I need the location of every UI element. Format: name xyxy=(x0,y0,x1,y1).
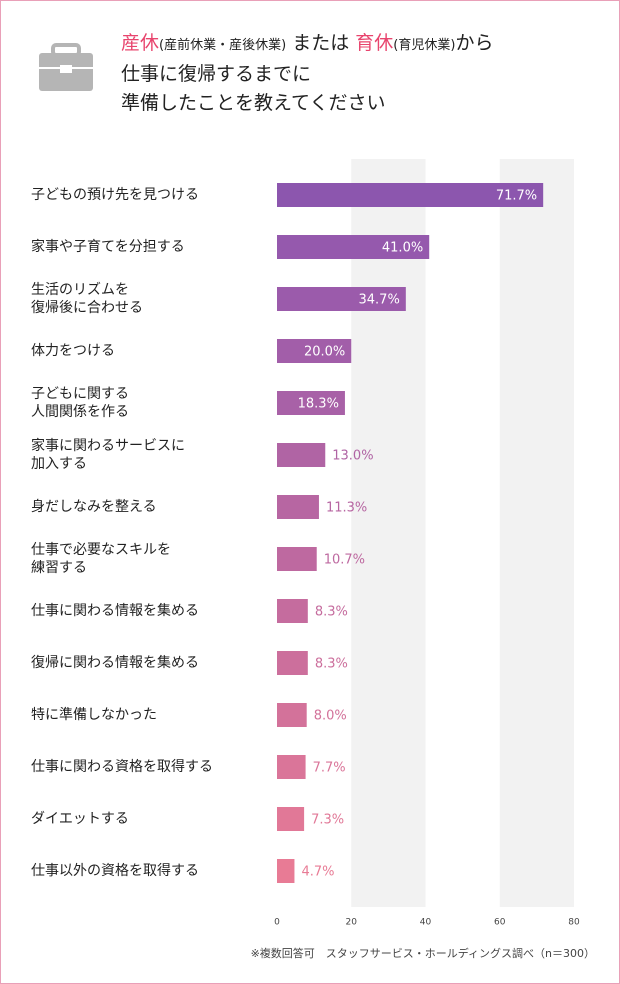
value-label: 8.0% xyxy=(314,709,347,724)
bar xyxy=(277,703,307,727)
bar xyxy=(277,339,352,363)
x-tick-label: 80 xyxy=(568,918,580,928)
category-label: 特に準備しなかった xyxy=(31,707,157,723)
category-label: 復帰に関わる情報を集める xyxy=(31,655,199,671)
value-label: 20.0% xyxy=(304,345,345,360)
title-part: (産前休業・産後休業) xyxy=(159,38,287,53)
title-part: 産休 xyxy=(121,32,160,54)
value-label: 41.0% xyxy=(382,241,423,256)
grid-band xyxy=(499,159,574,907)
category-label: 仕事に関わる情報を集める xyxy=(31,603,199,619)
category-label: 生活のリズムを 復帰後に合わせる xyxy=(31,282,143,316)
bar xyxy=(277,287,406,311)
value-label: 7.7% xyxy=(313,761,346,776)
category-label: 子どもの預け先を見つける xyxy=(31,187,199,203)
title-part: 準備したことを教えてください xyxy=(121,92,386,114)
category-label: 子どもに関する 人間関係を作る xyxy=(31,386,129,420)
briefcase-icon xyxy=(39,43,93,91)
grid-bands xyxy=(351,159,574,907)
category-label: 仕事に関わる資格を取得する xyxy=(31,759,213,775)
category-label: 身だしなみを整える xyxy=(31,499,157,515)
bar xyxy=(277,807,305,831)
category-label: 家事に関わるサービスに 加入する xyxy=(31,438,185,472)
bar xyxy=(277,651,308,675)
title-part: 育休 xyxy=(355,32,394,54)
value-label: 8.3% xyxy=(315,657,348,672)
value-label: 7.3% xyxy=(311,813,344,828)
chart-title: 産休(産前休業・産後休業) または 育休(育児休業)から 仕事に復帰するまでに … xyxy=(121,29,493,118)
category-label: ダイエットする xyxy=(31,811,129,827)
title-part: または xyxy=(292,32,350,54)
value-label: 71.7% xyxy=(496,189,537,204)
bar xyxy=(277,183,544,207)
title-part: (育児休業) xyxy=(393,38,456,53)
category-label: 体力をつける xyxy=(31,343,115,359)
value-label: 11.3% xyxy=(326,501,367,516)
value-label: 10.7% xyxy=(324,553,365,568)
value-label: 34.7% xyxy=(359,293,400,308)
title-part: 仕事に復帰するまでに xyxy=(121,63,312,85)
bar xyxy=(277,495,319,519)
value-label: 13.0% xyxy=(332,449,373,464)
value-label: 8.3% xyxy=(315,605,348,620)
value-label: 4.7% xyxy=(301,865,334,880)
bar xyxy=(277,755,306,779)
bar xyxy=(277,391,345,415)
bar xyxy=(277,859,295,883)
bar xyxy=(277,443,326,467)
title-part: から xyxy=(455,32,494,54)
value-label: 18.3% xyxy=(298,397,339,412)
x-tick-label: 60 xyxy=(494,918,506,928)
bar xyxy=(277,547,317,571)
x-tick-label: 40 xyxy=(420,918,432,928)
category-label: 仕事で必要なスキルを 練習する xyxy=(31,542,171,576)
x-tick-label: 20 xyxy=(346,918,358,928)
category-label: 仕事以外の資格を取得する xyxy=(31,863,199,879)
x-tick-label: 0 xyxy=(274,918,280,928)
bar xyxy=(277,599,308,623)
bar xyxy=(277,235,430,259)
grid-band xyxy=(351,159,426,907)
footnote: ※複数回答可 スタッフサービス・ホールディングス調べ（n＝300） xyxy=(250,947,595,960)
category-label: 家事や子育てを分担する xyxy=(31,239,185,255)
